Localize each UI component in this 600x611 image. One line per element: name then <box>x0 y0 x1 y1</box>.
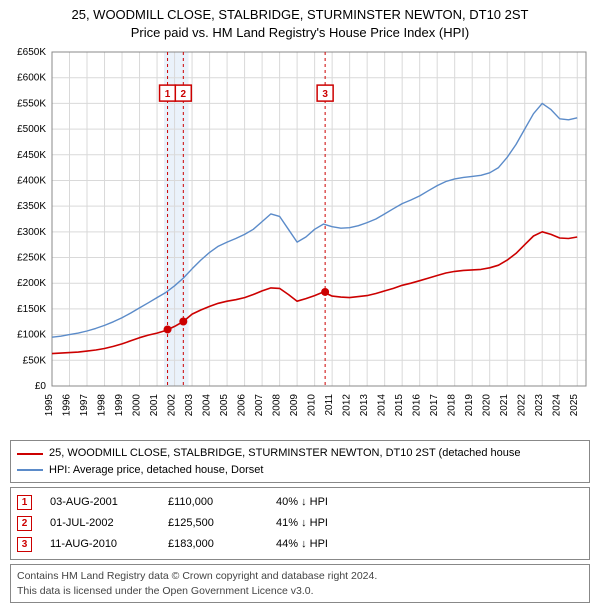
svg-text:£550K: £550K <box>17 99 46 110</box>
event-row-1: 1 03-AUG-2001 £110,000 40% ↓ HPI <box>17 492 583 513</box>
svg-text:2006: 2006 <box>237 394 248 417</box>
svg-text:£450K: £450K <box>17 150 46 161</box>
svg-text:2020: 2020 <box>482 394 493 417</box>
svg-text:2013: 2013 <box>359 394 370 417</box>
event-date-3: 11-AUG-2010 <box>50 534 150 555</box>
event-row-2: 2 01-JUL-2002 £125,500 41% ↓ HPI <box>17 513 583 534</box>
svg-text:£600K: £600K <box>17 73 46 84</box>
event-marker-3: 3 <box>17 537 32 552</box>
events-table: 1 03-AUG-2001 £110,000 40% ↓ HPI 2 01-JU… <box>10 487 590 560</box>
svg-text:2022: 2022 <box>517 394 528 417</box>
svg-text:£300K: £300K <box>17 227 46 238</box>
event-diff-1: 40% ↓ HPI <box>276 492 583 513</box>
svg-text:£100K: £100K <box>17 330 46 341</box>
svg-text:2005: 2005 <box>219 394 230 417</box>
footer-line-1: Contains HM Land Registry data © Crown c… <box>17 569 583 584</box>
svg-text:2024: 2024 <box>552 394 563 417</box>
svg-text:£150K: £150K <box>17 304 46 315</box>
event-marker-1: 1 <box>17 495 32 510</box>
svg-text:2001: 2001 <box>149 394 160 417</box>
line-chart: £0 £50K £100K £150K £200K £250K £300K £350K £400… <box>0 44 600 434</box>
event-diff-2: 41% ↓ HPI <box>276 513 583 534</box>
chart-area: £0 £50K £100K £150K £200K £250K £300K £350K £400… <box>0 44 600 434</box>
svg-text:£50K: £50K <box>23 356 47 367</box>
svg-text:1998: 1998 <box>97 394 108 417</box>
svg-text:£350K: £350K <box>17 202 46 213</box>
svg-text:2021: 2021 <box>499 394 510 417</box>
svg-text:1997: 1997 <box>79 394 90 417</box>
svg-text:2018: 2018 <box>447 394 458 417</box>
svg-text:2023: 2023 <box>534 394 545 417</box>
svg-text:1995: 1995 <box>44 394 55 417</box>
title-line-2: Price paid vs. HM Land Registry's House … <box>10 24 590 42</box>
footer-attribution: Contains HM Land Registry data © Crown c… <box>10 564 590 603</box>
event-price-3: £183,000 <box>168 534 258 555</box>
event-date-2: 01-JUL-2002 <box>50 513 150 534</box>
svg-text:2012: 2012 <box>342 394 353 417</box>
legend-label-property: 25, WOODMILL CLOSE, STALBRIDGE, STURMINS… <box>49 445 521 462</box>
svg-text:2003: 2003 <box>184 394 195 417</box>
event-date-1: 03-AUG-2001 <box>50 492 150 513</box>
svg-text:2016: 2016 <box>412 394 423 417</box>
svg-text:2000: 2000 <box>132 394 143 417</box>
svg-text:£650K: £650K <box>17 47 46 58</box>
svg-text:£500K: £500K <box>17 124 46 135</box>
svg-text:2025: 2025 <box>569 394 580 417</box>
svg-text:2014: 2014 <box>377 394 388 417</box>
svg-text:1996: 1996 <box>62 394 73 417</box>
footer-line-2: This data is licensed under the Open Gov… <box>17 584 583 599</box>
svg-text:2015: 2015 <box>394 394 405 417</box>
event-marker-2: 2 <box>17 516 32 531</box>
legend-row-property: 25, WOODMILL CLOSE, STALBRIDGE, STURMINS… <box>17 445 583 462</box>
svg-text:2: 2 <box>181 89 187 100</box>
svg-text:£250K: £250K <box>17 253 46 264</box>
legend-row-hpi: HPI: Average price, detached house, Dors… <box>17 462 583 479</box>
event-diff-3: 44% ↓ HPI <box>276 534 583 555</box>
event-row-3: 3 11-AUG-2010 £183,000 44% ↓ HPI <box>17 534 583 555</box>
svg-text:3: 3 <box>322 89 328 100</box>
svg-text:2010: 2010 <box>307 394 318 417</box>
svg-text:£200K: £200K <box>17 279 46 290</box>
legend-label-hpi: HPI: Average price, detached house, Dors… <box>49 462 263 479</box>
legend-swatch-property <box>17 453 43 455</box>
legend-swatch-hpi <box>17 469 43 471</box>
svg-text:1: 1 <box>165 89 171 100</box>
svg-text:2009: 2009 <box>289 394 300 417</box>
event-price-1: £110,000 <box>168 492 258 513</box>
svg-text:1999: 1999 <box>114 394 125 417</box>
figure-container: 25, WOODMILL CLOSE, STALBRIDGE, STURMINS… <box>0 0 600 603</box>
svg-text:2019: 2019 <box>464 394 475 417</box>
svg-text:2007: 2007 <box>254 394 265 417</box>
svg-text:2008: 2008 <box>272 394 283 417</box>
legend-box: 25, WOODMILL CLOSE, STALBRIDGE, STURMINS… <box>10 440 590 483</box>
svg-text:£0: £0 <box>35 381 47 392</box>
event-price-2: £125,500 <box>168 513 258 534</box>
svg-text:2011: 2011 <box>324 394 335 416</box>
svg-text:2002: 2002 <box>167 394 178 417</box>
svg-text:£400K: £400K <box>17 176 46 187</box>
title-block: 25, WOODMILL CLOSE, STALBRIDGE, STURMINS… <box>0 0 600 44</box>
svg-text:2017: 2017 <box>429 394 440 417</box>
title-line-1: 25, WOODMILL CLOSE, STALBRIDGE, STURMINS… <box>10 6 590 24</box>
svg-text:2004: 2004 <box>202 394 213 417</box>
